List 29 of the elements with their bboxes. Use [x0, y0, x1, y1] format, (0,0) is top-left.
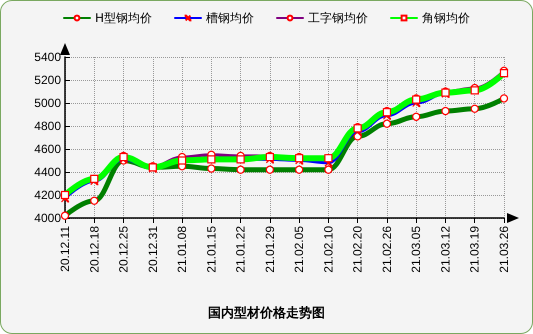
- x-tick-label: 21.01.22: [234, 226, 248, 273]
- x-tick-label: 20.12.25: [116, 226, 131, 273]
- y-tick-label: 5400: [34, 50, 62, 64]
- y-tick-label: 4400: [34, 165, 62, 179]
- x-tick-label: 20.12.31: [146, 226, 160, 273]
- x-tick-label: 21.02.20: [350, 226, 365, 273]
- y-tick-label: 4600: [34, 142, 62, 156]
- legend-label: H型钢均价: [94, 11, 152, 25]
- legend-label: 工字钢均价: [308, 11, 368, 25]
- x-tick-label: 21.03.19: [468, 226, 482, 273]
- x-tick-label: 21.02.10: [321, 226, 336, 273]
- x-tick-label: 20.12.11: [58, 226, 72, 272]
- x-tick-label: 21.01.15: [204, 226, 218, 273]
- x-tick-label: 21.02.05: [292, 226, 306, 273]
- y-tick-label: 5000: [34, 96, 62, 110]
- legend-label: 角钢均价: [422, 11, 470, 25]
- x-tick-label: 21.03.05: [409, 226, 424, 273]
- y-tick-label: 4200: [34, 188, 62, 202]
- text: 国内型材价格走势图: [208, 305, 325, 321]
- x-tick-label: 21.02.26: [380, 226, 394, 273]
- x-tick-label: 21.03.26: [497, 226, 511, 273]
- x-tick-label: 21.03.12: [438, 226, 452, 273]
- y-tick-label: 4800: [34, 119, 62, 133]
- legend-label: 槽钢均价: [206, 11, 254, 25]
- y-tick-label: 5200: [34, 73, 62, 87]
- x-tick-label: 20.12.18: [87, 226, 102, 273]
- x-tick-label: 21.01.08: [175, 226, 190, 273]
- y-tick-label: 4000: [34, 211, 62, 225]
- x-tick-label: 21.01.29: [262, 226, 277, 273]
